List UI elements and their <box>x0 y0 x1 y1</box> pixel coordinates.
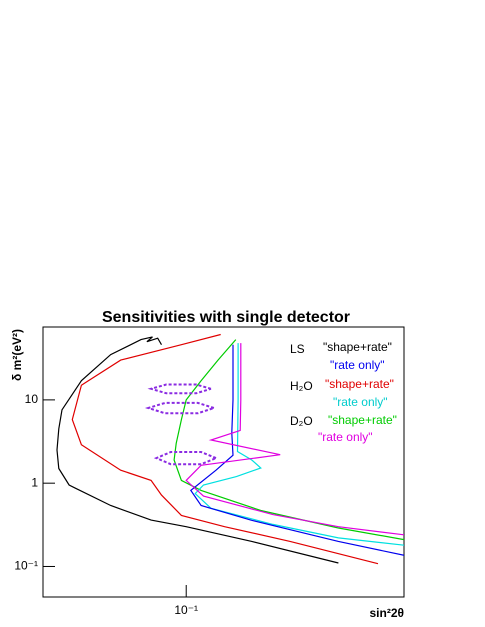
annotation: H₂O <box>290 379 313 393</box>
y-tick-label: 10⁻¹ <box>14 559 38 573</box>
annotation: "shape+rate" <box>325 377 394 391</box>
series-line <box>71 333 379 565</box>
series-line <box>189 344 404 556</box>
series-line <box>144 383 217 466</box>
annotation: "shape+rate" <box>323 340 392 354</box>
annotation: LS <box>290 342 305 356</box>
series-line <box>194 343 404 546</box>
x-axis-label: sin²2θ <box>370 606 405 620</box>
y-tick-label: 1 <box>31 475 38 489</box>
annotation: "shape+rate" <box>328 413 397 427</box>
series-line <box>56 336 339 564</box>
y-axis-label: δ m²(eV²) <box>10 329 24 381</box>
annotation: "rate only" <box>318 430 373 444</box>
series-line <box>185 343 404 536</box>
annotation: "rate only" <box>330 358 385 372</box>
chart-title: Sensitivities with single detector <box>102 309 350 326</box>
annotation: D₂O <box>290 414 313 428</box>
x-tick-label: 10⁻¹ <box>174 603 198 617</box>
annotation: "rate only" <box>333 395 388 409</box>
y-tick-label: 10 <box>25 392 39 406</box>
plot-frame <box>42 326 405 598</box>
